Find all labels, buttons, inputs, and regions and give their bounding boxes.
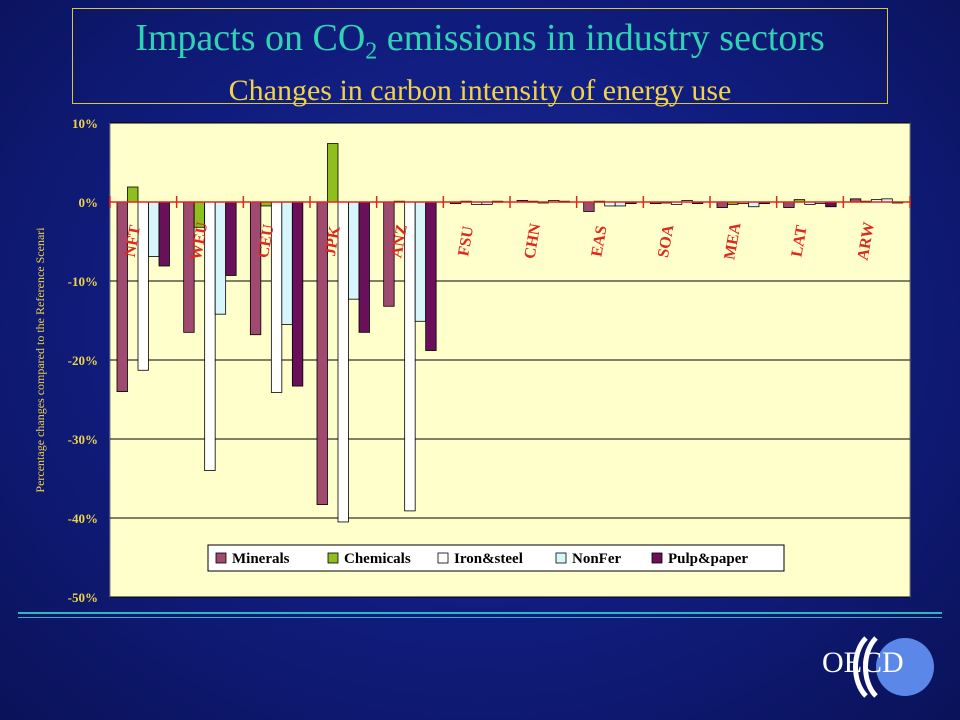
title-main: Impacts on CO: [135, 17, 366, 59]
legend-label: Chemicals: [344, 551, 411, 567]
legend-swatch: [327, 552, 339, 564]
y-tick-label: 0%: [79, 195, 99, 210]
footer-rule: [18, 612, 942, 614]
category-label: FSU: [455, 224, 477, 257]
bar-pulp-paper-nft: [158, 201, 170, 267]
oecd-logo-circle: [876, 638, 934, 696]
bar-chart: 10% 0% -10% -20% -30% -40% -50% Percentage chan…: [33, 116, 911, 605]
oecd-logo-text: OECD: [822, 646, 904, 679]
bar-pulp-paper-weu: [225, 201, 237, 276]
y-tick-label: -10%: [68, 274, 98, 289]
legend-swatch: [437, 552, 449, 564]
oecd-logo-mark: [853, 636, 878, 698]
bar-pulp-paper-anz: [425, 201, 437, 351]
bar-minerals-weu: [183, 201, 195, 333]
bar-minerals-ceu: [249, 201, 262, 336]
category-label: CHN: [521, 222, 544, 260]
legend-swatch: [215, 552, 227, 564]
bar-minerals-eas: [583, 201, 595, 212]
bar-minerals-lat: [783, 201, 795, 208]
title-subscript: 2: [365, 38, 378, 65]
bar-minerals-mea: [716, 201, 728, 208]
y-tick-label: -50%: [68, 590, 98, 605]
y-tick-label: 10%: [72, 116, 98, 131]
y-tick-label: -30%: [68, 432, 98, 447]
category-label: ANZ: [388, 223, 411, 259]
legend: [207, 544, 785, 572]
bar-nonfer-anz: [414, 201, 427, 322]
category-label: LAT: [788, 224, 810, 259]
title-tail: emissions in industry sectors: [377, 17, 825, 59]
legend-label: NonFer: [572, 551, 621, 567]
category-label: SOA: [655, 223, 678, 259]
legend-swatch: [651, 552, 663, 564]
bar-chemicals-nft: [127, 186, 139, 203]
footer-rule-thin: [18, 617, 942, 618]
bar-nonfer-jpk: [348, 201, 360, 300]
legend-label: Iron&steel: [454, 551, 523, 567]
bar-pulp-paper-jpk: [358, 201, 370, 333]
y-tick-label: -40%: [68, 511, 98, 526]
legend-label: Minerals: [232, 551, 290, 567]
legend-label: Pulp&paper: [668, 551, 748, 567]
chart-subtitle: Changes in carbon intensity of energy us…: [228, 73, 732, 107]
category-label: WEU: [188, 220, 211, 261]
category-label: JPK: [322, 224, 344, 257]
y-tick-label: -20%: [68, 353, 98, 368]
category-label: EAS: [588, 224, 610, 258]
bar-nonfer-nft: [148, 201, 160, 257]
chart-title: Impacts on CO2 emissions in industry sec…: [73, 17, 887, 73]
bar-nonfer-weu: [214, 201, 227, 315]
y-axis-label: Percentage changes compared to the Refer…: [33, 227, 47, 493]
bar-pulp-paper-ceu: [291, 201, 304, 387]
bar-chemicals-jpk: [327, 143, 339, 203]
legend-swatch: [555, 552, 567, 564]
category-label: MEA: [721, 221, 744, 261]
title-box: Impacts on CO2 emissions in industry sec…: [72, 8, 888, 107]
category-label: NFT: [122, 224, 144, 259]
category-label: CEU: [255, 223, 278, 260]
bar-nonfer-ceu: [281, 201, 293, 325]
category-label: ARW: [855, 221, 878, 262]
